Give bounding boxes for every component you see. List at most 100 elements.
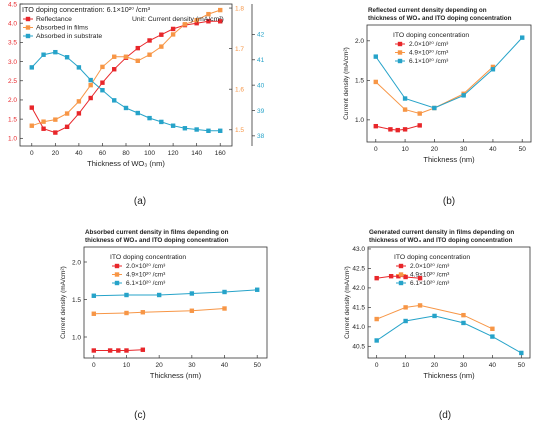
x-tick-label: 0 [374,146,378,153]
y-tick-label: 2.0 [72,259,81,266]
data-point [194,20,199,26]
plot-frame [367,246,531,359]
data-point [124,292,129,298]
data-point [417,303,423,308]
y-tick-label: 2.0 [355,38,364,45]
data-point [396,274,401,279]
data-point [91,311,97,316]
series-1 [373,123,422,133]
legend-entry: 4.9×10²⁰ /cm³ [409,50,449,57]
data-point [64,55,70,60]
panel-label: (c) [134,410,146,421]
plot-frame [83,246,268,359]
data-point [374,275,379,281]
x-tick-label: 20 [431,362,439,369]
data-point [461,93,466,98]
data-point [206,19,211,24]
data-point [88,82,93,88]
y2-tick-label: 1.7 [235,46,244,53]
x-tick-label: 30 [188,362,196,369]
legend-marker [114,280,120,286]
series-line [376,315,522,354]
data-point [461,320,466,326]
data-point [112,67,117,72]
x-tick-label: 40 [489,362,497,369]
y-tick-label: 1.0 [8,136,17,143]
legend-entry: 4.9×10²⁰ /cm³ [410,272,450,279]
series-3 [91,287,260,298]
legend-marker [397,50,403,55]
x-tick-label: 0 [92,362,96,369]
data-point [182,22,188,27]
y-tick-label: 41.5 [352,305,365,312]
data-point [41,52,46,57]
data-point [76,99,82,104]
data-point [91,348,97,353]
data-point [490,334,495,339]
x-tick-label: 30 [460,362,468,369]
data-point [194,127,199,132]
data-point [461,312,466,318]
data-point [123,54,129,59]
y-tick-label: 42.0 [352,285,365,292]
data-point [490,326,495,331]
y-axis-label: Current density (mA/cm²) [343,47,350,120]
series-3 [374,313,524,356]
y-tick-label: 1.5 [72,297,81,304]
legend-entry: 4.9×10²⁰ /cm³ [126,272,166,279]
data-point [29,123,34,128]
y-axis-label: Current density (mA/cm²) [60,266,67,339]
x-tick-label: 10 [402,362,410,369]
data-point [53,117,58,122]
x-tick-label: 10 [123,362,131,369]
x-tick-label: 60 [99,150,107,157]
x-axis-label: Thickness (nm) [423,155,475,164]
legend-title: ITO doping concentration [393,32,469,39]
legend-entry: 2.0×10²⁰ /cm³ [410,263,450,270]
data-point [147,52,152,57]
chart-title: thickness of WO₃ and ITO doping concentr… [368,15,512,22]
data-point [53,49,58,55]
data-point [124,310,129,316]
x-tick-label: 40 [75,150,83,157]
data-point [182,126,188,131]
chart-title: Absorbed current density in films depend… [85,229,229,236]
y2-tick-label: 1.8 [235,5,244,12]
data-point [91,293,97,298]
panel-label: (a) [134,196,146,207]
series-1 [91,347,146,353]
x-tick-label: 0 [30,150,34,157]
data-point [170,26,176,32]
chart-title: thickness of WO₃ and ITO doping concentr… [85,237,229,244]
y-tick-label: 40.5 [352,344,365,351]
data-point [254,287,260,292]
panel-label: (b) [443,196,455,207]
panel-4: 0 10 20 30 40 50 40.5 41.0 41.5 42.0 42.5 43.0 Thick… [344,229,531,380]
chart-title: Reflected current density depending on [368,7,487,14]
data-point [159,32,164,37]
x-axis-label: Thickness of WO₃ (nm) [87,159,165,168]
data-point [374,338,379,343]
legend-marker [25,16,31,22]
legend-title: ITO doping concentration [110,254,186,261]
legend-entry: 6.1×10²⁰ /cm³ [410,280,450,287]
y3-tick-label: 40 [257,82,265,89]
data-point [206,11,211,17]
y-tick-label: 1.0 [72,334,81,341]
x-tick-label: 10 [401,146,409,153]
data-point [112,54,117,59]
y-tick-label: 3.0 [8,59,17,66]
legend-marker [25,33,31,39]
data-point [490,67,496,72]
data-point [222,306,227,311]
legend-marker [398,280,404,286]
legend-entry: Absorbed in films [36,25,89,32]
series-3 [373,35,525,111]
y-tick-label: 41.0 [352,324,365,331]
data-point [116,348,121,353]
x-tick-label: 100 [144,150,155,157]
data-point [29,65,34,70]
y-tick-label: 1.5 [8,116,17,123]
data-point [388,274,394,279]
x-axis-label: Thickness (nm) [423,371,475,380]
